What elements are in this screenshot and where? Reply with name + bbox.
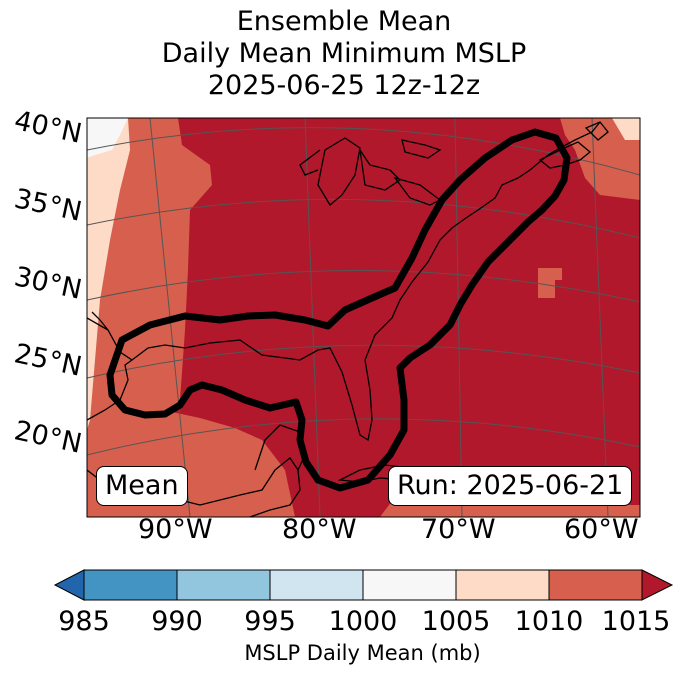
parallel-30 <box>87 270 640 303</box>
parallel-25 <box>87 344 640 379</box>
lon-label-60w: 60°W <box>564 514 639 545</box>
run-date-label: Run: 2025-06-21 <box>388 466 633 506</box>
colorbar-tick-995: 995 <box>244 606 296 637</box>
colorbar-tick-1000: 1000 <box>328 606 398 637</box>
colorbar-segment-990-995 <box>176 569 271 601</box>
mslp-contour-outline <box>106 128 571 492</box>
colorbar-title: MSLP Daily Mean (mb) <box>244 641 481 665</box>
lon-label-70w: 70°W <box>421 514 496 545</box>
fill-1005 <box>87 118 130 430</box>
graticule <box>87 118 640 517</box>
fill-1005-east <box>612 118 640 140</box>
fill-1010-west <box>87 118 295 517</box>
colorbar-tick-1015: 1015 <box>601 606 671 637</box>
colorbar-segment-985-990 <box>83 569 178 601</box>
colorbar-segment-1000-1005 <box>362 569 457 601</box>
meridian-60 <box>591 118 609 517</box>
fill-1010-patch <box>538 268 562 298</box>
mean-label: Mean <box>96 466 188 506</box>
great-lakes <box>299 137 442 206</box>
colorbar-extend-low <box>53 569 85 601</box>
meridian-80 <box>304 118 321 517</box>
title-line-1: Ensemble Mean <box>236 6 452 37</box>
colorbar-segment-995-1000 <box>269 569 364 601</box>
colorbar-tick-990: 990 <box>151 606 203 637</box>
colorbar-tick-1010: 1010 <box>514 606 584 637</box>
colorbar <box>53 569 674 601</box>
colorbar-tick-985: 985 <box>58 606 110 637</box>
lon-label-90w: 90°W <box>138 514 213 545</box>
colorbar-tick-1005: 1005 <box>421 606 491 637</box>
title-line-2: Daily Mean Minimum MSLP <box>161 38 527 69</box>
colorbar-segment-1010-1015 <box>548 569 643 601</box>
map-border <box>86 117 641 518</box>
parallel-35 <box>87 198 640 239</box>
parallel-20 <box>87 418 640 456</box>
fill-1010-east <box>560 118 640 200</box>
gulf-coast <box>87 121 601 442</box>
colorbar-segment-1005-1010 <box>455 569 550 601</box>
title-line-3: 2025-06-25 12z-12z <box>207 70 481 101</box>
lon-label-80w: 80°W <box>282 514 357 545</box>
colorbar-extend-high <box>641 569 674 601</box>
map-panel <box>87 118 640 517</box>
